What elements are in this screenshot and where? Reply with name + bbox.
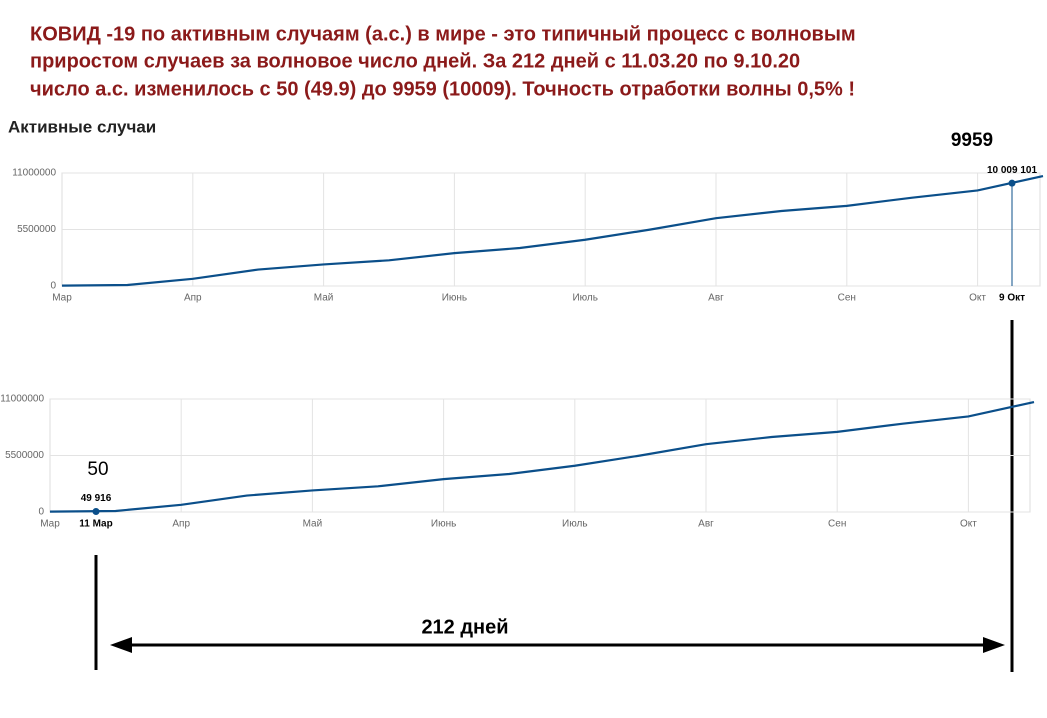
x-tick-label: Авг xyxy=(698,519,714,530)
line xyxy=(61,175,1044,287)
line xyxy=(49,401,1035,513)
highlight-point xyxy=(1008,179,1016,187)
y-tick-label: 5500000 xyxy=(17,224,56,235)
arrow-head xyxy=(110,637,132,653)
title-line: число а.с. изменилось с 50 (49.9) до 995… xyxy=(30,78,855,100)
y-tick-label: 11000000 xyxy=(0,394,44,405)
end-value: 9959 xyxy=(951,130,993,151)
x-tick-label: Май xyxy=(303,519,323,530)
section-title: Активные случаи xyxy=(8,117,156,136)
x-tick-label: Май xyxy=(314,293,334,304)
span-label: 212 дней xyxy=(421,616,508,638)
x-tick-label: Июнь xyxy=(442,293,467,304)
x-tick-label: Сен xyxy=(828,519,846,530)
x-tick-label: Мар xyxy=(52,293,72,304)
x-tick-label: Авг xyxy=(708,293,724,304)
x-tick-label: Апр xyxy=(172,519,190,530)
highlight-point xyxy=(92,507,100,515)
y-tick-label: 0 xyxy=(50,281,56,292)
x-tick-label: Окт xyxy=(960,519,977,530)
y-tick-label: 11000000 xyxy=(12,168,56,179)
x-tick-label: Сен xyxy=(838,293,856,304)
x-tick-label: Мар xyxy=(40,519,60,530)
start-value: 50 xyxy=(87,459,108,480)
arrow-head xyxy=(983,637,1005,653)
title-line: приростом случаев за волновое число дней… xyxy=(30,50,800,72)
x-tick-label: Июль xyxy=(562,519,588,530)
y-tick-label: 5500000 xyxy=(5,450,44,461)
highlight-value: 49 916 xyxy=(81,493,112,504)
highlight-value: 10 009 101 xyxy=(987,165,1037,176)
title-line: КОВИД -19 по активным случаям (а.с.) в м… xyxy=(30,23,856,45)
x-tick-label: Апр xyxy=(184,293,202,304)
y-tick-label: 0 xyxy=(38,507,44,518)
highlight-date: 9 Окт xyxy=(999,293,1025,304)
x-tick-label: Июнь xyxy=(431,519,456,530)
x-tick-label: Окт xyxy=(969,293,986,304)
x-tick-label: Июль xyxy=(572,293,598,304)
highlight-date: 11 Мар xyxy=(79,519,112,530)
